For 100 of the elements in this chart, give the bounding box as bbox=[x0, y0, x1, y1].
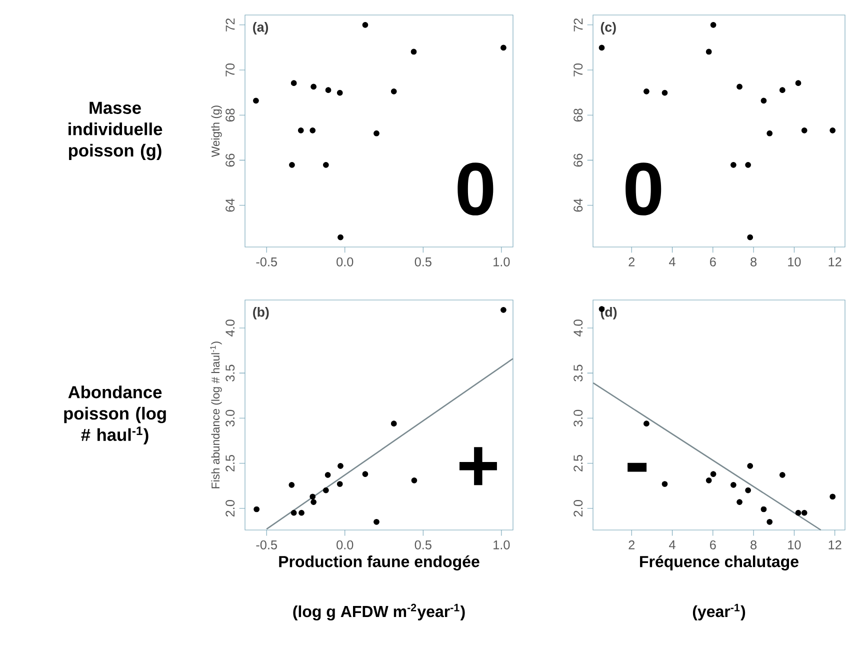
annotation: 0 bbox=[626, 162, 662, 216]
y-axis-title: Fish abundance (log # haul$^{-1}$) bbox=[210, 342, 222, 488]
x-tick-label: 6 bbox=[710, 257, 716, 266]
point bbox=[322, 487, 329, 494]
y-tick-label: 72 bbox=[226, 18, 235, 32]
x-tick-label: -0.5 bbox=[256, 257, 277, 266]
y-tick-label: 3.0 bbox=[226, 410, 235, 426]
y-tick-label: 2.0 bbox=[226, 500, 235, 517]
annotation: - bbox=[628, 462, 647, 472]
point bbox=[745, 487, 752, 494]
y-tick-label: 2.0 bbox=[574, 500, 583, 517]
point bbox=[706, 48, 712, 55]
x-tick-label: 0.0 bbox=[336, 540, 354, 550]
x-tick-label: 10 bbox=[788, 540, 801, 550]
x-axis-title: Fréquence chalutage bbox=[640, 555, 798, 570]
point bbox=[338, 234, 344, 240]
point bbox=[290, 80, 297, 86]
point bbox=[410, 48, 417, 55]
y-tick-label: 66 bbox=[574, 154, 583, 167]
point bbox=[324, 472, 331, 478]
point bbox=[662, 481, 668, 487]
point bbox=[736, 84, 742, 90]
annotation: + bbox=[459, 447, 497, 486]
x-tick-label: 0.0 bbox=[336, 257, 354, 266]
point bbox=[760, 98, 767, 104]
point bbox=[801, 510, 808, 516]
point bbox=[644, 88, 650, 94]
y-tick-label: 4.0 bbox=[226, 320, 235, 336]
point bbox=[710, 22, 716, 28]
x-tick-label: 4 bbox=[669, 257, 676, 266]
y-axis-title: Weigth (g) bbox=[211, 106, 222, 157]
x-tick-label: 8 bbox=[750, 257, 757, 266]
point bbox=[322, 162, 329, 168]
point bbox=[779, 472, 786, 478]
point bbox=[310, 84, 317, 90]
point bbox=[298, 128, 304, 134]
point bbox=[736, 499, 742, 505]
point bbox=[662, 90, 668, 96]
point bbox=[598, 44, 605, 51]
y-tick-label: 3.0 bbox=[574, 410, 583, 426]
point bbox=[766, 518, 773, 525]
x-tick-label: 6 bbox=[710, 540, 716, 550]
point bbox=[336, 481, 343, 487]
x-tick-label: 1.0 bbox=[494, 540, 510, 550]
point bbox=[374, 130, 380, 136]
y-tick-label: 64 bbox=[226, 198, 235, 212]
text: (year$^{-1}$) bbox=[692, 604, 746, 620]
x-tick-label: 10 bbox=[788, 257, 801, 266]
point bbox=[310, 128, 316, 134]
point bbox=[298, 510, 304, 516]
point bbox=[336, 90, 343, 96]
x-tick-label: 8 bbox=[750, 540, 757, 550]
y-tick-label: 66 bbox=[226, 154, 235, 167]
x-tick-label: 12 bbox=[828, 257, 842, 266]
point bbox=[779, 87, 786, 94]
point bbox=[390, 420, 397, 427]
point bbox=[325, 87, 332, 94]
text: (log g AFDW m$^{-2}$year$^{-1}$) bbox=[293, 604, 465, 620]
point bbox=[310, 499, 317, 505]
text: Masse individuelle poisson (g) bbox=[68, 102, 162, 160]
y-tick-label: 68 bbox=[226, 108, 235, 122]
x-tick-label: 0.5 bbox=[414, 257, 432, 266]
point bbox=[747, 234, 754, 240]
point bbox=[747, 463, 754, 469]
point bbox=[730, 162, 736, 168]
point bbox=[644, 420, 650, 427]
point bbox=[338, 463, 344, 469]
point bbox=[500, 44, 506, 51]
x-tick-label: 12 bbox=[828, 540, 842, 550]
point bbox=[411, 477, 418, 484]
point bbox=[706, 477, 712, 484]
point bbox=[801, 128, 808, 134]
point bbox=[730, 482, 736, 488]
x-tick-label: 2 bbox=[628, 540, 635, 550]
chart-title: (c) bbox=[600, 22, 616, 34]
point bbox=[390, 88, 397, 94]
y-tick-label: 70 bbox=[574, 63, 583, 76]
point bbox=[830, 494, 836, 500]
point bbox=[760, 506, 767, 512]
y-tick-label: 4.0 bbox=[574, 320, 583, 336]
x-tick-label: 0.5 bbox=[414, 540, 432, 550]
point bbox=[710, 471, 716, 478]
point bbox=[288, 482, 295, 488]
point bbox=[253, 98, 259, 104]
point bbox=[374, 518, 380, 525]
x-tick-label: 2 bbox=[628, 257, 635, 266]
point bbox=[500, 306, 506, 313]
x-tick-label: -0.5 bbox=[256, 540, 277, 550]
chart-title: (a) bbox=[253, 22, 268, 34]
y-tick-label: 3.5 bbox=[226, 364, 235, 382]
point bbox=[766, 130, 773, 136]
x-tick-label: 1.0 bbox=[494, 257, 510, 266]
text: Abondance poisson (log # haul$^{-1}$) bbox=[64, 386, 166, 444]
x-axis-title: Production faune endogée bbox=[279, 555, 480, 570]
y-tick-label: 2.5 bbox=[226, 454, 235, 472]
point bbox=[289, 162, 295, 168]
point bbox=[830, 128, 836, 134]
point bbox=[795, 80, 802, 86]
y-tick-label: 3.5 bbox=[574, 364, 583, 382]
y-tick-label: 2.5 bbox=[574, 454, 583, 472]
